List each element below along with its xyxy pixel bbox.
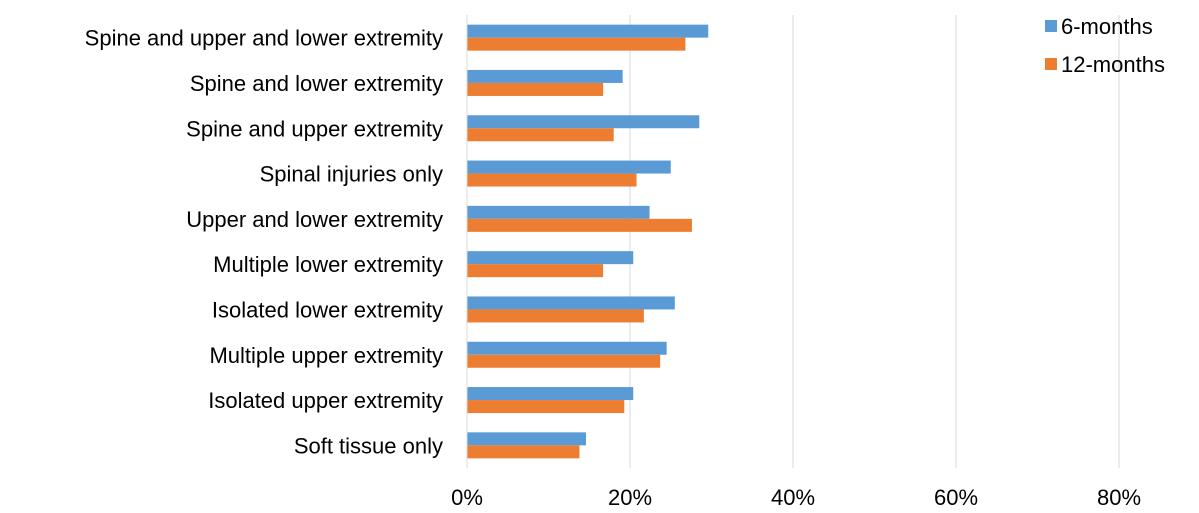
gridlines <box>629 15 1120 468</box>
x-tick-label: 20% <box>608 485 652 510</box>
bar-12-months <box>467 354 661 368</box>
x-tick-label: 0% <box>451 485 483 510</box>
category-label: Isolated lower extremity <box>212 297 443 322</box>
bar-6-months <box>467 432 586 446</box>
bar-6-months <box>467 115 700 129</box>
legend-swatch <box>1045 58 1057 70</box>
category-label: Spine and upper and lower extremity <box>85 26 443 51</box>
category-label: Isolated upper extremity <box>208 388 443 413</box>
x-tick-label: 40% <box>771 485 815 510</box>
legend: 6-months 12-months <box>1045 14 1165 77</box>
bar-12-months <box>467 37 686 51</box>
bar-12-months <box>467 445 580 459</box>
axes: 0% 20% 40% 60% 80% Spine and upper and lower … <box>85 15 1141 510</box>
category-label: Upper and lower extremity <box>186 207 443 232</box>
bar-12-months <box>467 218 692 232</box>
bar-6-months <box>467 24 709 38</box>
category-label: Multiple lower extremity <box>213 252 443 277</box>
bar-12-months <box>467 173 637 187</box>
bar-6-months <box>467 341 667 355</box>
category-label: Spine and lower extremity <box>190 71 443 96</box>
bar-12-months <box>467 82 604 96</box>
legend-swatch <box>1045 20 1057 32</box>
bar-12-months <box>467 309 644 323</box>
x-tick-label: 80% <box>1097 485 1141 510</box>
bar-6-months <box>467 251 634 265</box>
x-tick-label: 60% <box>934 485 978 510</box>
bar-6-months <box>467 296 675 310</box>
bar-6-months <box>467 69 623 83</box>
bar-12-months <box>467 128 614 142</box>
bar-6-months <box>467 205 650 219</box>
bar-6-months <box>467 387 634 401</box>
bar-6-months <box>467 160 671 174</box>
bar-12-months <box>467 400 625 414</box>
bar-12-months <box>467 264 604 278</box>
legend-label: 12-months <box>1061 52 1165 77</box>
category-label: Soft tissue only <box>294 433 443 458</box>
legend-label: 6-months <box>1061 14 1153 39</box>
category-label: Spinal injuries only <box>260 162 443 187</box>
category-label: Spine and upper extremity <box>186 116 443 141</box>
category-label: Multiple upper extremity <box>209 343 443 368</box>
bars <box>467 24 709 459</box>
